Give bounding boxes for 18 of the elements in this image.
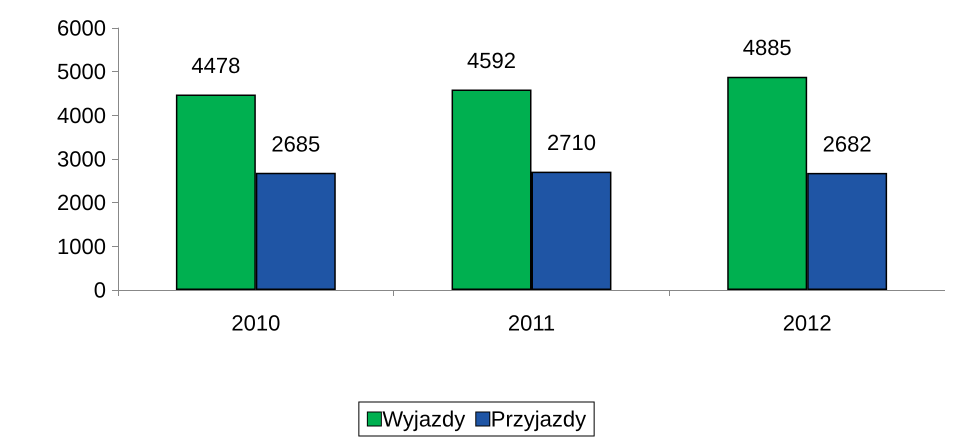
data-label: 4592	[467, 48, 516, 73]
y-tick-label: 5000	[57, 59, 106, 84]
x-tick-label: 2012	[782, 310, 832, 336]
x-tick-label: 2011	[508, 310, 556, 336]
y-tick-label: 1000	[57, 234, 106, 259]
data-label: 4478	[191, 52, 240, 78]
data-label: 2682	[822, 131, 872, 156]
data-label: 2710	[546, 130, 596, 156]
legend-label: Wyjazdy	[382, 406, 466, 432]
y-tick-label: 4000	[57, 102, 106, 128]
data-label: 2685	[271, 131, 320, 156]
y-tick-label: 3000	[57, 146, 106, 172]
data-label: 4885	[742, 35, 792, 60]
y-tick-label: 0	[94, 278, 106, 302]
x-tick-label: 2010	[231, 310, 280, 336]
y-tick-label: 6000	[57, 16, 106, 40]
legend-label: Przyjazdy	[490, 406, 586, 432]
y-tick-label: 2000	[57, 190, 106, 216]
